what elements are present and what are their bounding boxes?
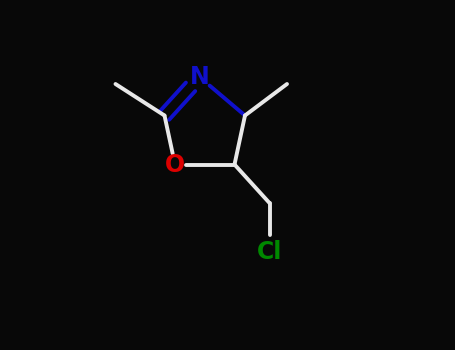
Text: N: N [190, 65, 209, 89]
Text: O: O [165, 153, 185, 176]
Text: Cl: Cl [257, 240, 282, 264]
